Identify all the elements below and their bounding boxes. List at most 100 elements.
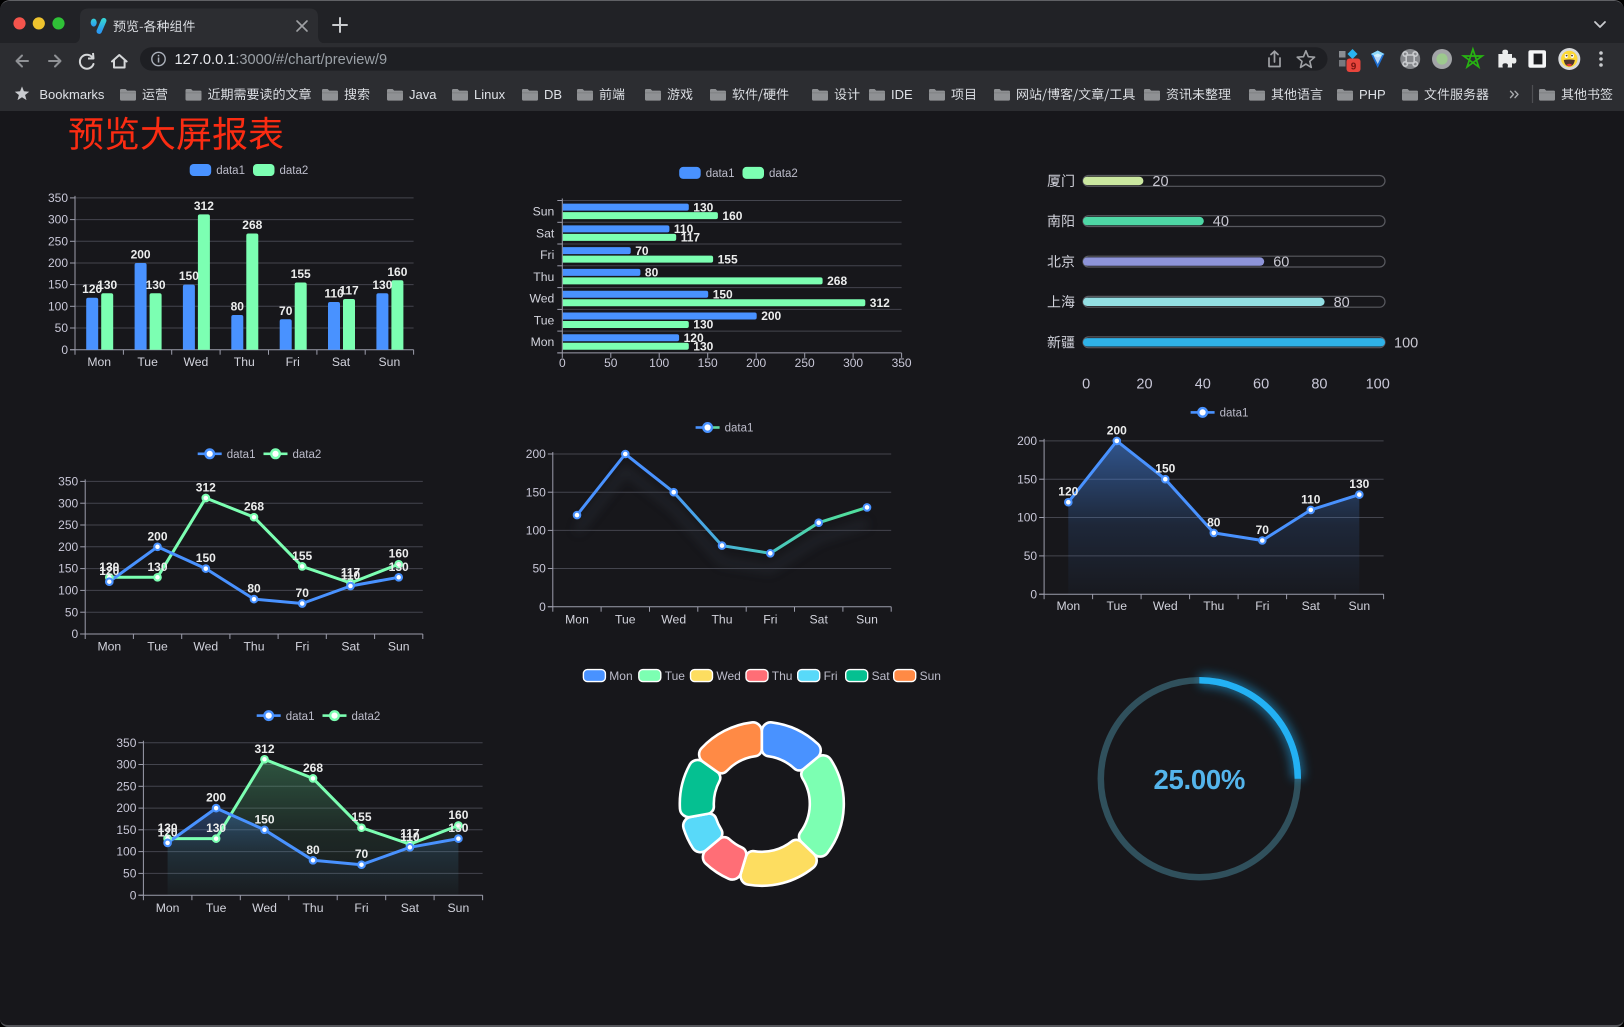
- svg-text:200: 200: [131, 248, 151, 262]
- svg-text:Thu: Thu: [1203, 599, 1224, 613]
- svg-text:Fri: Fri: [354, 901, 368, 915]
- svg-text:Wed: Wed: [252, 901, 277, 915]
- svg-text:80: 80: [306, 843, 320, 857]
- svg-text:40: 40: [1195, 376, 1211, 392]
- svg-text:130: 130: [1349, 477, 1369, 491]
- svg-text:130: 130: [97, 278, 117, 292]
- svg-text:300: 300: [843, 356, 863, 370]
- svg-text:312: 312: [196, 481, 216, 495]
- svg-text:data1: data1: [725, 423, 754, 435]
- svg-text:120: 120: [1058, 485, 1078, 499]
- svg-text:155: 155: [351, 810, 371, 824]
- svg-text:117: 117: [339, 284, 359, 298]
- svg-text:Thu: Thu: [302, 901, 323, 915]
- svg-text:150: 150: [196, 551, 216, 565]
- svg-text:Thu: Thu: [243, 639, 264, 653]
- svg-text:80: 80: [247, 582, 261, 596]
- svg-text:100: 100: [1394, 335, 1418, 351]
- svg-text:9: 9: [1351, 62, 1357, 73]
- svg-text:Sat: Sat: [872, 669, 891, 683]
- svg-text:350: 350: [892, 356, 912, 370]
- svg-text:Fri: Fri: [295, 639, 309, 653]
- svg-text:Tue: Tue: [206, 901, 227, 915]
- svg-text:data1: data1: [216, 165, 245, 177]
- svg-text:200: 200: [206, 791, 226, 805]
- svg-text:Tue: Tue: [137, 355, 158, 369]
- svg-text:Thu: Thu: [533, 270, 554, 284]
- svg-text:300: 300: [48, 213, 68, 227]
- svg-text:100: 100: [116, 845, 136, 859]
- svg-text:110: 110: [324, 287, 344, 301]
- svg-text:data2: data2: [352, 711, 381, 723]
- svg-text:Wed: Wed: [1153, 599, 1178, 613]
- svg-text:150: 150: [526, 485, 546, 499]
- svg-text:70: 70: [1256, 523, 1270, 537]
- svg-text:127.0.0.1:3000/#/chart/preview: 127.0.0.1:3000/#/chart/preview/9: [175, 52, 388, 68]
- svg-text:130: 130: [372, 278, 392, 292]
- svg-text:Thu: Thu: [711, 613, 732, 627]
- svg-text:70: 70: [355, 847, 369, 861]
- svg-text:Fri: Fri: [1255, 599, 1269, 613]
- svg-text:300: 300: [116, 758, 136, 772]
- svg-text:200: 200: [1017, 434, 1037, 448]
- svg-text:110: 110: [674, 222, 694, 236]
- svg-text:20: 20: [1136, 376, 1152, 392]
- svg-text:130: 130: [693, 318, 713, 332]
- svg-text:Linux: Linux: [474, 87, 506, 102]
- svg-text:IDE: IDE: [891, 87, 913, 102]
- svg-text:312: 312: [194, 199, 214, 213]
- svg-text:268: 268: [827, 274, 847, 288]
- svg-text:Sun: Sun: [379, 355, 401, 369]
- svg-text:0: 0: [1082, 376, 1090, 392]
- svg-text:50: 50: [55, 321, 69, 335]
- svg-text:Fri: Fri: [824, 669, 838, 683]
- svg-text:150: 150: [179, 269, 199, 283]
- svg-text:150: 150: [58, 562, 78, 576]
- svg-text:Tue: Tue: [534, 313, 555, 327]
- svg-text:130: 130: [389, 560, 409, 574]
- svg-text:120: 120: [158, 825, 178, 839]
- svg-text:150: 150: [1017, 472, 1037, 486]
- svg-text:150: 150: [254, 812, 274, 826]
- svg-text:160: 160: [387, 265, 407, 279]
- svg-text:100: 100: [1366, 376, 1390, 392]
- svg-text:Bookmarks: Bookmarks: [39, 87, 105, 102]
- svg-text:200: 200: [116, 801, 136, 815]
- svg-text:80: 80: [1207, 515, 1221, 529]
- svg-text:120: 120: [82, 282, 102, 296]
- svg-text:Fri: Fri: [286, 355, 300, 369]
- svg-text:50: 50: [1024, 549, 1038, 563]
- svg-text:PHP: PHP: [1359, 87, 1386, 102]
- svg-text:130: 130: [147, 560, 167, 574]
- svg-text:Tue: Tue: [615, 613, 636, 627]
- svg-text:160: 160: [448, 808, 468, 822]
- svg-text:50: 50: [123, 867, 137, 881]
- svg-text:60: 60: [1273, 255, 1289, 271]
- svg-text:0: 0: [61, 343, 68, 357]
- svg-text:0: 0: [72, 627, 79, 641]
- svg-text:155: 155: [291, 267, 311, 281]
- svg-text:130: 130: [99, 560, 119, 574]
- svg-text:100: 100: [48, 299, 68, 313]
- svg-text:268: 268: [303, 761, 323, 775]
- svg-text:100: 100: [649, 356, 669, 370]
- svg-text:70: 70: [296, 586, 310, 600]
- svg-text:80: 80: [231, 300, 245, 314]
- svg-text:Tue: Tue: [665, 669, 686, 683]
- svg-text:Wed: Wed: [716, 669, 740, 683]
- svg-text:300: 300: [58, 496, 78, 510]
- svg-text:250: 250: [48, 234, 68, 248]
- svg-text:100: 100: [1017, 511, 1037, 525]
- svg-text:150: 150: [698, 356, 718, 370]
- svg-text:50: 50: [532, 562, 546, 576]
- svg-text:data1: data1: [227, 449, 256, 461]
- svg-text:data1: data1: [286, 711, 315, 723]
- svg-text:Sun: Sun: [533, 205, 555, 219]
- svg-text:150: 150: [713, 287, 733, 301]
- svg-text:50: 50: [604, 356, 618, 370]
- svg-text:Sat: Sat: [1302, 599, 1321, 613]
- svg-text:350: 350: [48, 191, 68, 205]
- svg-text:250: 250: [795, 356, 815, 370]
- svg-text:200: 200: [147, 529, 167, 543]
- svg-text:Mon: Mon: [1056, 599, 1080, 613]
